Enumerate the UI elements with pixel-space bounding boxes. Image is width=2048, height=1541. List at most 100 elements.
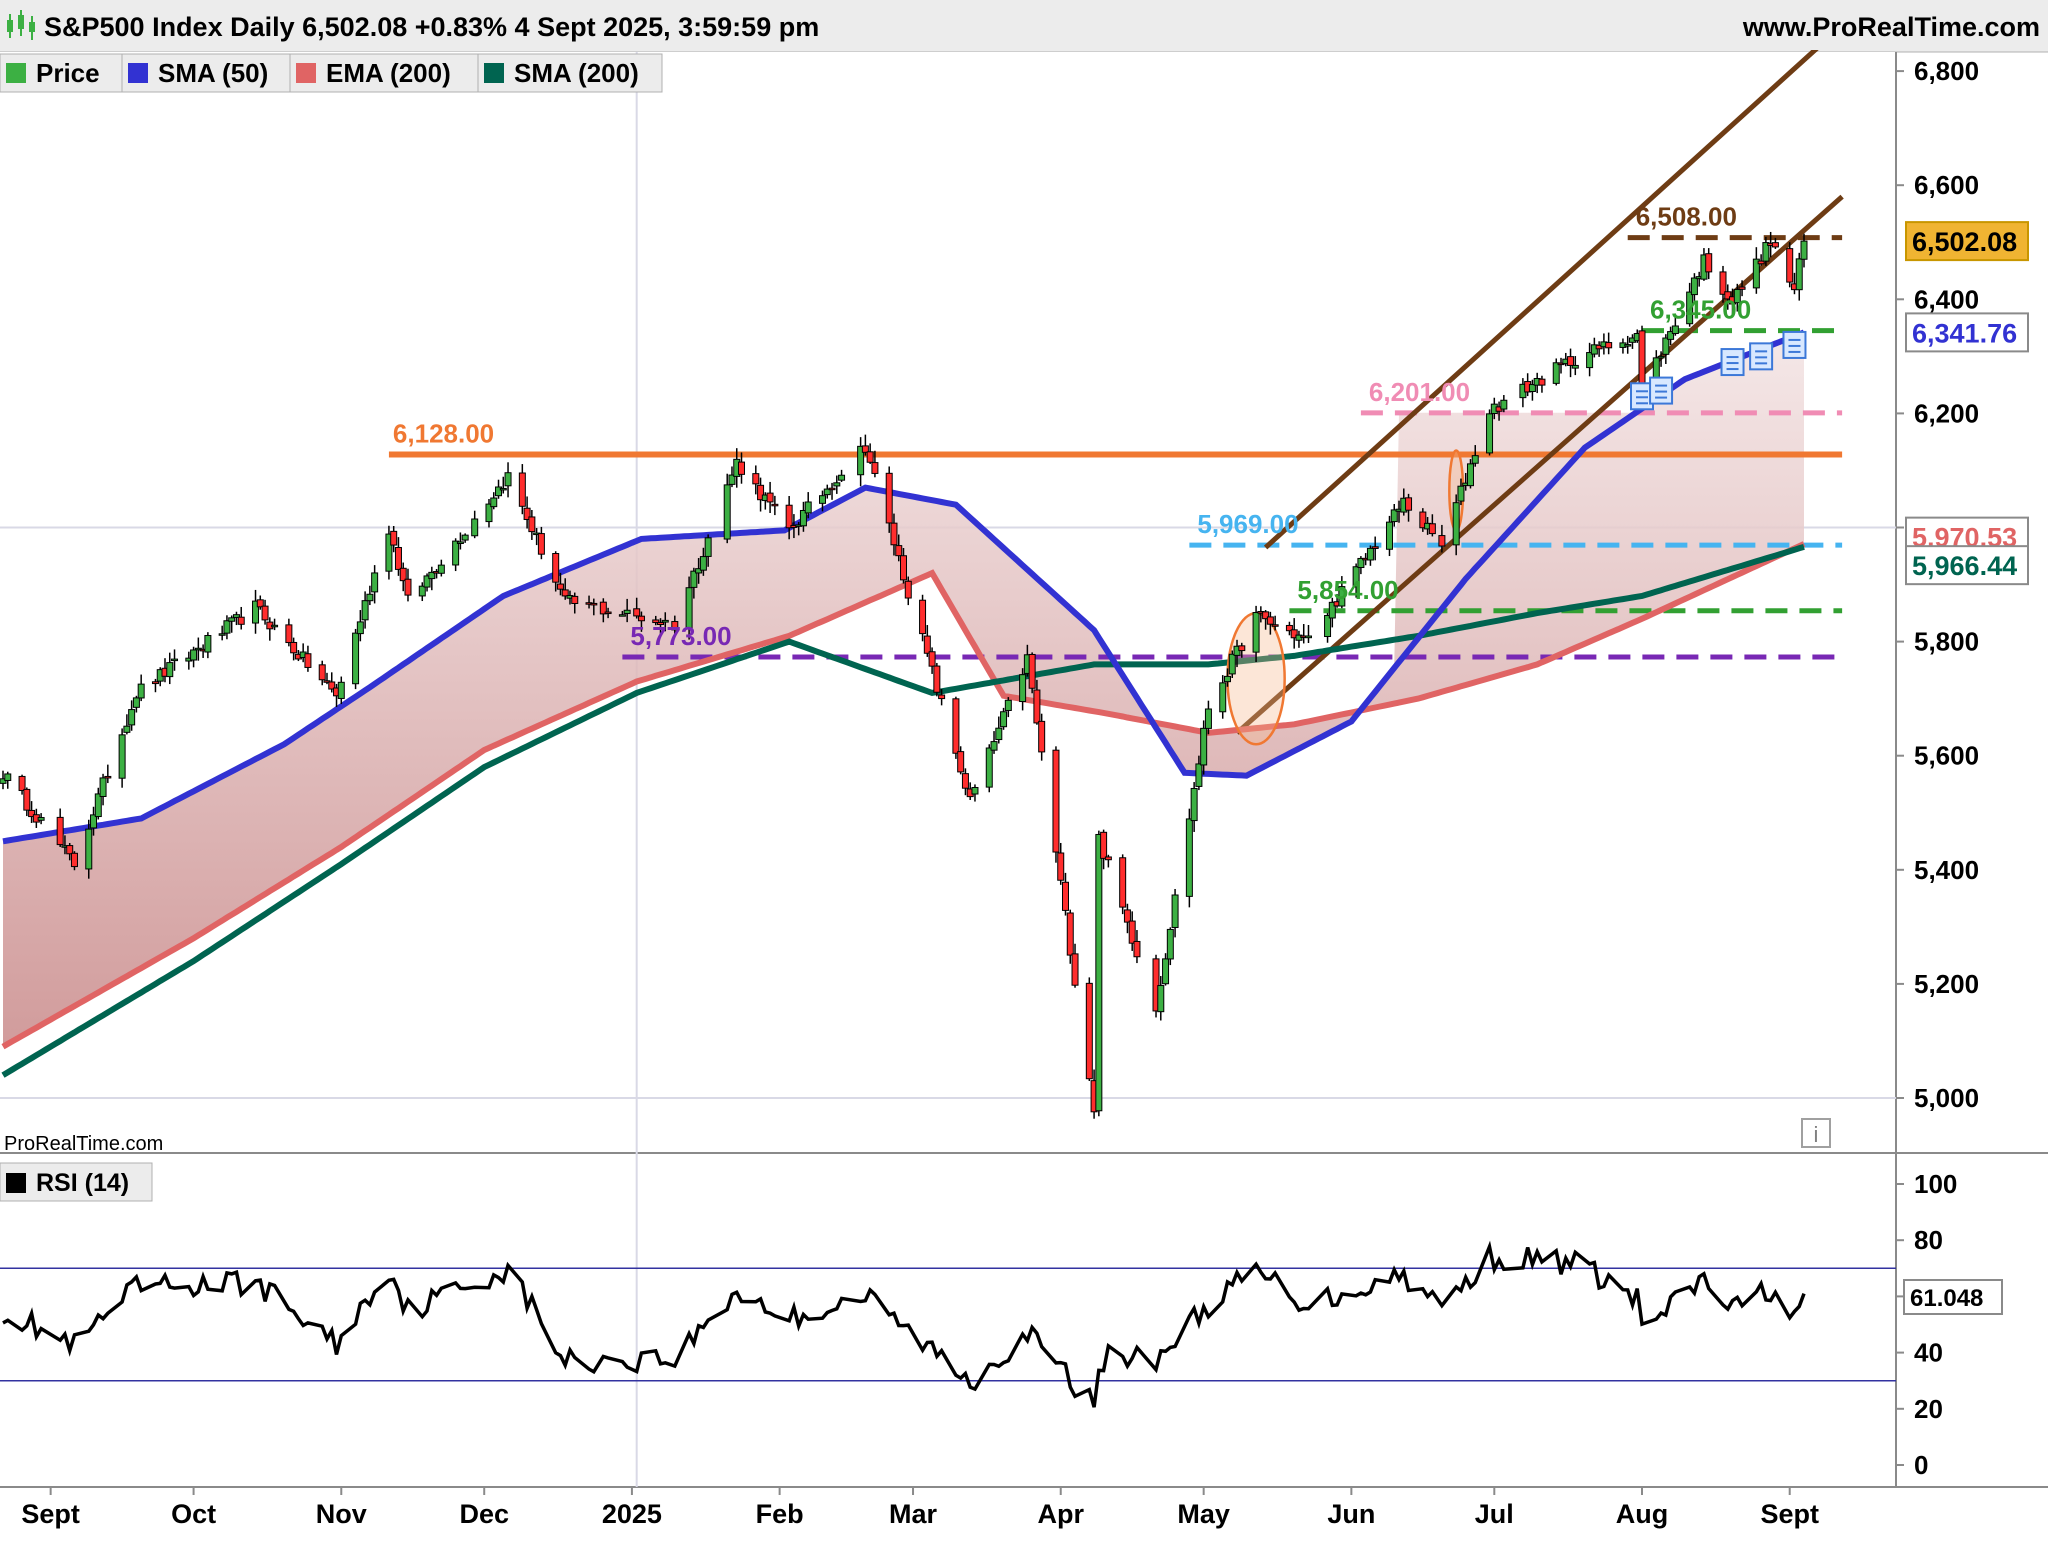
price-candle bbox=[728, 466, 736, 488]
news-document-icon[interactable] bbox=[1649, 376, 1674, 405]
price-candle bbox=[1457, 478, 1465, 506]
candle-body bbox=[461, 534, 469, 541]
price-candle bbox=[1405, 493, 1413, 522]
channel-line bbox=[1235, 194, 1844, 735]
candle-body bbox=[85, 828, 93, 870]
candle-body bbox=[738, 461, 746, 475]
price-candle bbox=[0, 770, 7, 790]
site-url[interactable]: www.ProRealTime.com bbox=[1742, 12, 2040, 42]
price-candle bbox=[895, 534, 903, 562]
price-candle bbox=[1119, 854, 1127, 915]
candle-body bbox=[1157, 985, 1165, 1013]
candle-body bbox=[285, 624, 293, 644]
price-candle bbox=[1428, 514, 1436, 537]
candle-body bbox=[223, 620, 231, 634]
price-candle bbox=[495, 479, 503, 499]
candle-body bbox=[933, 665, 941, 693]
price-candle bbox=[56, 808, 64, 847]
candle-body bbox=[128, 709, 136, 726]
price-candle bbox=[404, 568, 412, 602]
price-candle bbox=[723, 473, 731, 544]
price-candle bbox=[371, 565, 379, 604]
price-candle bbox=[390, 526, 398, 553]
price-candle bbox=[190, 646, 198, 668]
price-candle bbox=[1528, 379, 1536, 401]
candle-body bbox=[890, 522, 898, 546]
news-document-icon[interactable] bbox=[1720, 348, 1745, 377]
candle-body bbox=[723, 484, 731, 540]
price-candle bbox=[1738, 280, 1746, 297]
price-candle bbox=[1686, 282, 1694, 327]
news-document-icon[interactable] bbox=[1782, 330, 1807, 359]
price-candle bbox=[1123, 903, 1131, 934]
header-bar bbox=[0, 0, 2048, 52]
rsi-grid bbox=[0, 1267, 1896, 1382]
price-candle bbox=[1185, 808, 1193, 908]
price-candle bbox=[218, 625, 226, 641]
price-candle bbox=[1238, 642, 1246, 658]
price-candle bbox=[261, 599, 269, 625]
candle-body bbox=[623, 609, 631, 614]
candle-body bbox=[1085, 982, 1093, 1080]
price-candle bbox=[838, 469, 846, 482]
price-candle bbox=[1028, 652, 1036, 694]
candle-body bbox=[556, 583, 564, 590]
candle-body bbox=[499, 487, 507, 491]
candle-body bbox=[204, 635, 212, 653]
candle-body bbox=[1028, 653, 1036, 689]
candle-body bbox=[799, 509, 807, 527]
price-candle bbox=[1271, 615, 1279, 631]
candle-body bbox=[757, 484, 765, 501]
candle-body bbox=[537, 533, 545, 555]
candle-body bbox=[1667, 331, 1675, 340]
indicator-legend: Price SMA (50) EMA (200) SMA (200) bbox=[0, 53, 663, 93]
price-tick-label: 5,400 bbox=[1914, 855, 1979, 885]
price-candle bbox=[204, 632, 212, 659]
price-candle bbox=[228, 615, 236, 633]
candle-body bbox=[971, 787, 979, 795]
candle-body bbox=[394, 546, 402, 570]
price-candle bbox=[1762, 236, 1770, 266]
candle-body bbox=[819, 495, 827, 504]
price-candle bbox=[871, 450, 879, 478]
price-candle bbox=[394, 537, 402, 576]
candle-body bbox=[523, 507, 531, 521]
candle-body bbox=[318, 664, 326, 681]
legend-item: SMA (200) bbox=[477, 53, 663, 93]
price-candle bbox=[1471, 445, 1479, 467]
info-icon[interactable]: i bbox=[1801, 1118, 1831, 1148]
price-candle bbox=[1752, 247, 1760, 294]
price-candle bbox=[1219, 675, 1227, 719]
candle-body bbox=[823, 488, 831, 496]
candle-body bbox=[366, 593, 374, 602]
candle-body bbox=[456, 541, 464, 545]
news-document-icon[interactable] bbox=[1749, 342, 1774, 371]
price-candle bbox=[652, 615, 660, 626]
legend-item-box bbox=[289, 53, 479, 93]
price-candle bbox=[823, 484, 831, 499]
candle-body bbox=[685, 587, 693, 629]
candle-body bbox=[1052, 749, 1060, 853]
candle-body bbox=[1638, 330, 1646, 390]
candle-body bbox=[1119, 857, 1127, 908]
price-tag-box bbox=[1905, 312, 2029, 353]
trend-channel bbox=[1235, 50, 1844, 735]
candle-body bbox=[900, 555, 907, 581]
legend-item: SMA (50) bbox=[121, 53, 291, 93]
news-document-icon[interactable] bbox=[1630, 382, 1655, 411]
candle-body bbox=[952, 698, 960, 754]
price-candle bbox=[428, 566, 436, 591]
price-candle bbox=[833, 475, 841, 494]
price-candle bbox=[90, 806, 98, 836]
price-candle bbox=[1486, 409, 1494, 456]
candle-body bbox=[1133, 940, 1141, 958]
candle-body bbox=[1733, 288, 1741, 304]
candle-body bbox=[995, 727, 1003, 741]
price-candle bbox=[757, 477, 765, 512]
candle-body bbox=[1390, 509, 1398, 523]
candle-body bbox=[151, 681, 159, 685]
price-candle bbox=[857, 437, 865, 487]
price-candle bbox=[151, 678, 159, 693]
candle-body bbox=[352, 632, 360, 685]
